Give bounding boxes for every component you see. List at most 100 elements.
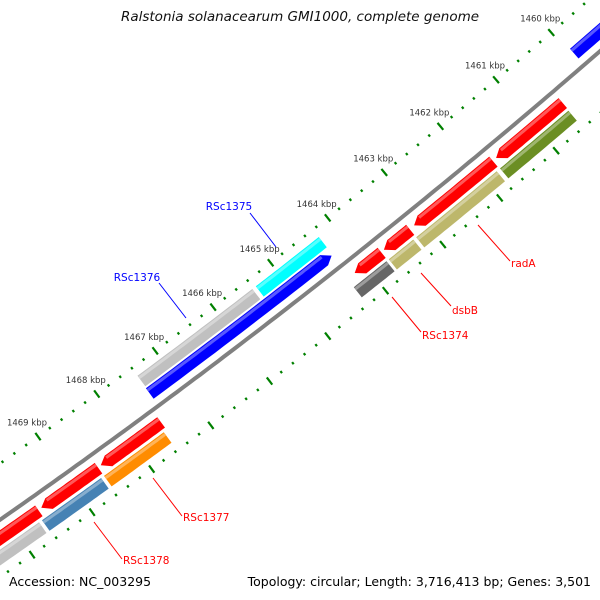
gene-feature-15 [353, 261, 395, 298]
gene-feature-shading [358, 248, 381, 267]
outer-ruler-minor-tick [429, 252, 434, 256]
outer-ruler-minor-tick [220, 414, 225, 419]
inner-ruler-minor-tick [188, 322, 192, 327]
gene-feature-shading [45, 463, 97, 502]
outer-ruler-minor-tick [475, 214, 479, 219]
outer-ruler-minor-tick [464, 224, 468, 228]
outer-ruler-major-tick [381, 286, 390, 295]
gene-feature-5 [496, 98, 567, 159]
inner-ruler-major-tick [492, 75, 500, 84]
inner-ruler-minor-tick [106, 383, 111, 388]
outer-ruler-major-tick [148, 464, 156, 474]
outer-ruler-minor-tick [6, 569, 10, 574]
outer-ruler-minor-tick [302, 352, 307, 356]
ruler-label: 1466 kbp [182, 289, 222, 299]
outer-ruler-minor-tick [509, 186, 513, 191]
outer-ruler-minor-tick [314, 343, 318, 347]
inner-ruler-minor-tick [246, 278, 250, 283]
inner-ruler-minor-tick [176, 331, 181, 336]
outer-ruler-minor-tick [78, 519, 82, 523]
outer-ruler-minor-tick [185, 441, 189, 445]
outer-ruler-minor-tick [531, 167, 536, 172]
outer-ruler-minor-tick [18, 561, 22, 565]
inner-ruler-minor-tick [527, 49, 531, 54]
outer-ruler-minor-tick [360, 307, 365, 311]
gene-feature-shading [354, 261, 389, 291]
outer-ruler-minor-tick [256, 388, 260, 392]
inner-ruler-minor-tick [461, 106, 465, 110]
inner-ruler-minor-tick [257, 269, 261, 274]
backbone [0, 48, 600, 523]
outer-ruler-major-tick [207, 421, 215, 430]
outer-ruler-minor-tick [138, 476, 142, 480]
ruler-label: 1468 kbp [66, 376, 106, 386]
inner-ruler-minor-tick [483, 87, 487, 91]
gene-feature-shading [0, 506, 38, 536]
inner-ruler-minor-tick [24, 443, 28, 447]
inner-ruler-major-tick [266, 258, 275, 267]
gene-label-rsc1376: RSc1376 [114, 272, 161, 284]
inner-ruler-major-tick [151, 346, 159, 356]
gene-label-rsc1375: RSc1375 [206, 201, 252, 213]
inner-ruler-minor-tick [130, 366, 134, 370]
inner-ruler-major-tick [436, 122, 445, 131]
gene-label-rada: radA [511, 258, 536, 270]
outer-ruler-minor-tick [173, 449, 178, 454]
inner-ruler-minor-tick [71, 409, 75, 413]
outer-ruler-major-tick [88, 507, 96, 517]
genome-summary-text: Topology: circular; Length: 3,716,413 bp… [247, 574, 591, 589]
gene-feature-16 [104, 432, 172, 487]
gene-feature-17 [42, 478, 109, 531]
inner-ruler-minor-tick [199, 314, 204, 318]
inner-ruler-minor-tick [538, 40, 542, 44]
gene-feature-14 [388, 239, 422, 270]
gene-feature-7 [383, 224, 415, 251]
gene-feature-shading [138, 289, 255, 380]
gene-feature-shading [570, 23, 600, 52]
inner-ruler-minor-tick [472, 96, 476, 101]
ruler-label: 1461 kbp [465, 62, 505, 72]
inner-ruler-minor-tick [360, 188, 364, 193]
ruler-label: 1463 kbp [353, 154, 393, 164]
inner-ruler-minor-tick [505, 68, 509, 73]
inner-ruler-minor-tick [405, 152, 409, 156]
outer-ruler-major-tick [496, 193, 504, 203]
outer-ruler-minor-tick [291, 361, 295, 365]
accession-text: Accession: NC_003295 [9, 574, 152, 589]
outer-ruler-major-tick [439, 240, 447, 249]
outer-ruler-minor-tick [486, 205, 491, 210]
ruler-label: 1464 kbp [297, 200, 337, 210]
gene-feature-shading [42, 478, 104, 524]
inner-ruler-minor-tick [348, 198, 353, 202]
map-title: Ralstonia solanacearum GMI1000, complete… [120, 9, 480, 25]
outer-ruler-minor-tick [452, 233, 456, 237]
inner-ruler-minor-tick [141, 357, 146, 362]
ruler-label: 1465 kbp [240, 245, 280, 255]
inner-ruler-minor-tick [571, 11, 575, 16]
outer-ruler-minor-tick [126, 484, 130, 489]
gene-feature-18 [0, 522, 47, 566]
gene-feature-shading [104, 433, 167, 480]
outer-ruler-major-tick [552, 146, 560, 155]
inner-ruler-major-tick [380, 168, 388, 177]
inner-ruler-minor-tick [560, 21, 564, 25]
gene-feature-8 [354, 247, 386, 274]
gene-feature-shading [499, 98, 562, 152]
gene-label-leader-line [420, 272, 452, 307]
gene-feature-shading [500, 111, 571, 172]
inner-ruler-major-tick [324, 213, 332, 223]
inner-ruler-minor-tick [12, 451, 16, 456]
outer-ruler-minor-tick [576, 129, 581, 134]
outer-ruler-minor-tick [337, 325, 342, 329]
outer-ruler-minor-tick [42, 544, 46, 548]
inner-ruler-minor-tick [165, 340, 169, 344]
gene-label-dsbb: dsbB [452, 305, 478, 317]
gene-feature-shading [146, 255, 323, 392]
gene-feature-shading [0, 523, 42, 555]
outer-ruler-minor-tick [406, 270, 411, 274]
gene-feature-shading [418, 157, 492, 219]
inner-ruler-minor-tick [280, 252, 284, 256]
outer-ruler-major-tick [265, 376, 274, 386]
outer-ruler-minor-tick [418, 261, 422, 265]
